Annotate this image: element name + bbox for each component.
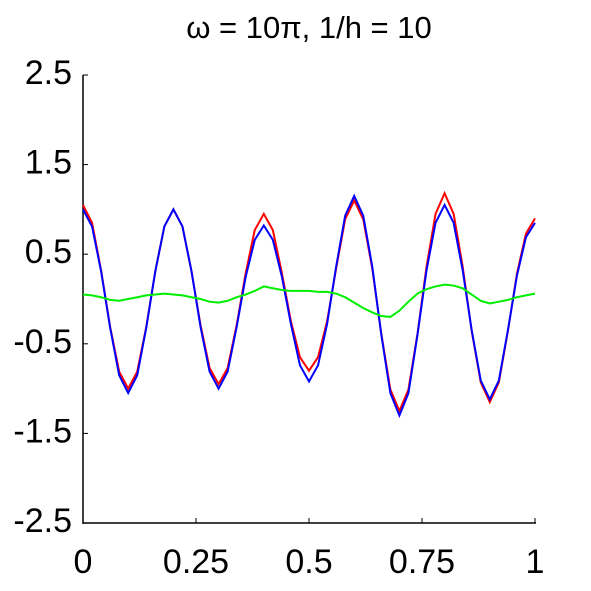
series-line (82, 193, 536, 419)
x-tick-label: 0.5 (285, 543, 332, 581)
x-tick-label: 1 (526, 543, 545, 581)
x-tick-label: 0 (74, 543, 93, 581)
x-tick-label: 0.75 (389, 543, 455, 581)
y-tick-label: 2.5 (25, 54, 72, 92)
y-tick-label: 1.5 (25, 144, 72, 182)
series-line (82, 283, 536, 318)
chart-title: ω = 10π, 1/h = 10 (186, 10, 432, 45)
y-tick-label: -1.5 (13, 412, 72, 450)
y-tick-label: -2.5 (13, 502, 72, 540)
x-tick-label: 0.25 (163, 543, 229, 581)
y-tick-label: -0.5 (13, 323, 72, 361)
y-tick-label: 0.5 (25, 233, 72, 271)
